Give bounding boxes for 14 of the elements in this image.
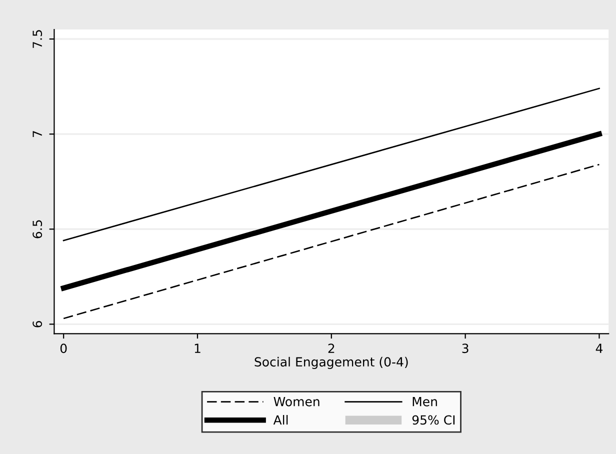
x-tick-label: 3 <box>462 344 468 354</box>
legend-label: All <box>273 415 288 424</box>
y-tick-label: 7 <box>32 131 42 138</box>
x-axis-title: Social Engagement (0-4) <box>254 356 408 369</box>
x-tick-label: 4 <box>596 344 603 353</box>
y-tick-label: 6 <box>32 320 42 328</box>
x-tick-label: 0 <box>60 344 67 354</box>
legend-label: Men <box>412 397 437 406</box>
legend-label: Women <box>274 397 320 406</box>
y-tick-label: 7.5 <box>32 30 42 48</box>
y-tick-label: 6.5 <box>32 220 42 238</box>
x-tick-label: 1 <box>194 344 200 353</box>
x-tick-label: 2 <box>328 344 334 353</box>
text: 95% CI <box>412 415 455 425</box>
